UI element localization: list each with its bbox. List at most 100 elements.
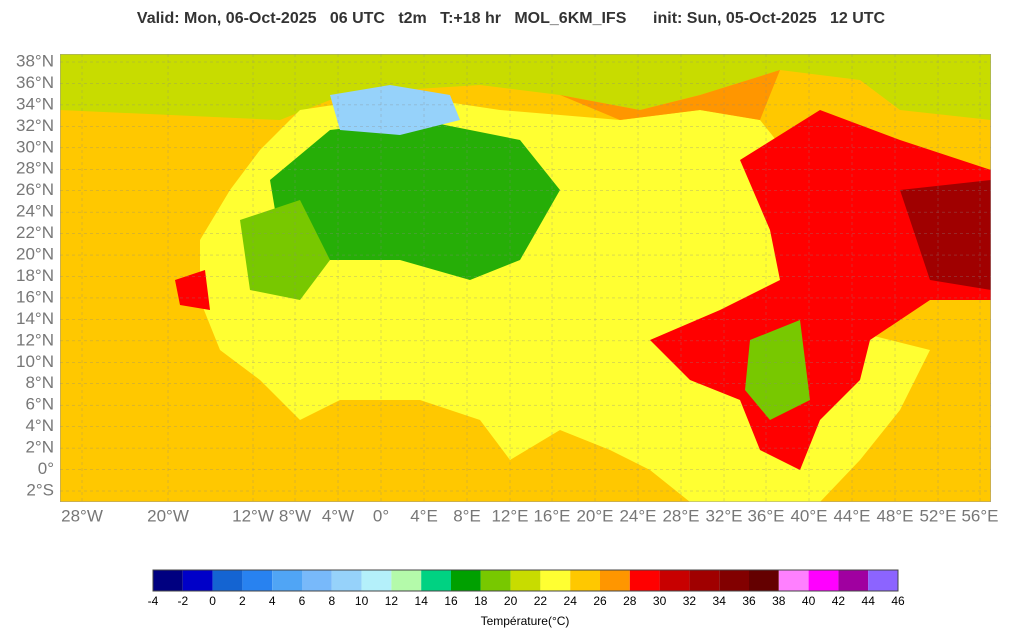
colorbar-swatch [182, 570, 213, 591]
colorbar-swatch [361, 570, 392, 591]
colorbar-swatch [540, 570, 571, 591]
colorbar-swatch [570, 570, 600, 591]
lat-label: 32°N [16, 116, 54, 135]
lon-label: 12°E [491, 506, 528, 525]
lon-label: 16°E [533, 506, 570, 525]
west-green [240, 200, 330, 300]
colorbar-swatch [153, 570, 183, 591]
lat-label: 0° [38, 459, 54, 478]
colorbar-tick-label: 42 [832, 594, 846, 608]
lat-label: 12°N [16, 330, 54, 349]
lat-label: 34°N [16, 94, 54, 113]
colorbar-swatch [242, 570, 273, 591]
colorbar-tick-label: 44 [862, 594, 876, 608]
colorbar-tick-label: 30 [653, 594, 667, 608]
colorbar-swatch [480, 570, 511, 591]
lon-label: 12°W [232, 506, 274, 525]
colorbar-swatch [391, 570, 422, 591]
title: Valid: Mon, 06-Oct-2025 06 UTC t2m T:+18… [137, 10, 886, 27]
colorbar-tick-label: 28 [623, 594, 637, 608]
lat-label: 30°N [16, 137, 54, 156]
lat-label: 10°N [16, 352, 54, 371]
lat-label: 22°N [16, 223, 54, 242]
colorbar: -4 -2 0 2 4 6 8 10 12 14 16 18 20 22 24 26 28 30 32 34 36 38 4… [148, 569, 905, 608]
lon-label: 44°E [833, 506, 870, 525]
lat-label: 6°N [25, 395, 54, 414]
lat-label: 24°N [16, 202, 54, 221]
colorbar-tick-label: -2 [177, 594, 188, 608]
lat-label: 38°N [16, 51, 54, 70]
colorbar-tick-label: 18 [474, 594, 488, 608]
lon-label: 52°E [919, 506, 956, 525]
lon-label: 56°E [961, 506, 998, 525]
lat-label: 18°N [16, 266, 54, 285]
colorbar-tick-label: 6 [299, 594, 306, 608]
lat-label: 16°N [16, 287, 54, 306]
colorbar-tick-label: 46 [891, 594, 905, 608]
colorbar-tick-label: 22 [534, 594, 548, 608]
lat-label: 4°N [25, 416, 54, 435]
colorbar-swatch [838, 570, 869, 591]
colorbar-swatch [510, 570, 541, 591]
colorbar-swatch [808, 570, 839, 591]
sahara-green [270, 120, 560, 280]
colorbar-swatch [868, 570, 898, 591]
colorbar-tick-label: 14 [415, 594, 429, 608]
lat-label: 26°N [16, 180, 54, 199]
arabia-hot [900, 180, 991, 290]
colorbar-tick-label: 8 [328, 594, 335, 608]
colorbar-tick-label: 16 [444, 594, 458, 608]
colorbar-tick-label: 4 [269, 594, 276, 608]
colorbar-tick-label: 2 [239, 594, 246, 608]
colorbar-tick-label: -4 [148, 594, 159, 608]
colorbar-swatch [451, 570, 481, 591]
colorbar-tick-label: 20 [504, 594, 518, 608]
colorbar-swatch [600, 570, 630, 591]
lon-label: 20°W [147, 506, 189, 525]
lon-label: 40°E [790, 506, 827, 525]
colorbar-tick-label: 10 [355, 594, 369, 608]
colorbar-tick-label: 32 [683, 594, 697, 608]
map [60, 54, 991, 502]
lon-label: 36°E [747, 506, 784, 525]
colorbar-swatch [659, 570, 690, 591]
lat-label: 36°N [16, 73, 54, 92]
colorbar-tick-label: 0 [209, 594, 216, 608]
colorbar-swatch [421, 570, 451, 591]
colorbar-tick-label: 40 [802, 594, 816, 608]
lon-label: 28°W [61, 506, 103, 525]
lat-label: 2°S [26, 480, 54, 499]
colorbar-tick-label: 36 [742, 594, 756, 608]
lon-label: 48°E [876, 506, 913, 525]
colorbar-tick-label: 34 [713, 594, 727, 608]
lon-label: 24°E [619, 506, 656, 525]
ethiopia-green [745, 320, 810, 420]
lon-label: 0° [373, 506, 389, 525]
atlas-cold [330, 85, 460, 135]
lat-label: 14°N [16, 309, 54, 328]
colorbar-frame [152, 569, 899, 592]
colorbar-swatch [629, 570, 660, 591]
colorbar-swatch [749, 570, 779, 591]
lon-label: 28°E [662, 506, 699, 525]
lon-label: 32°E [705, 506, 742, 525]
colorbar-swatch [272, 570, 302, 591]
lon-label: 8°W [279, 506, 311, 525]
lat-label: 8°N [25, 373, 54, 392]
senegal-hot [175, 270, 210, 310]
lon-label: 4°E [410, 506, 438, 525]
lon-label: 20°E [576, 506, 613, 525]
colorbar-swatch [689, 570, 720, 591]
lon-label: 4°W [322, 506, 354, 525]
colorbar-label: Température(°C) [481, 614, 570, 628]
colorbar-swatch [719, 570, 749, 591]
egypt-warm [560, 70, 780, 120]
colorbar-swatch [331, 570, 362, 591]
colorbar-tick-label: 26 [593, 594, 607, 608]
lat-label: 20°N [16, 245, 54, 264]
colorbar-swatch [778, 570, 809, 591]
colorbar-tick-label: 38 [772, 594, 786, 608]
lat-label: 28°N [16, 159, 54, 178]
lon-label: 8°E [453, 506, 481, 525]
